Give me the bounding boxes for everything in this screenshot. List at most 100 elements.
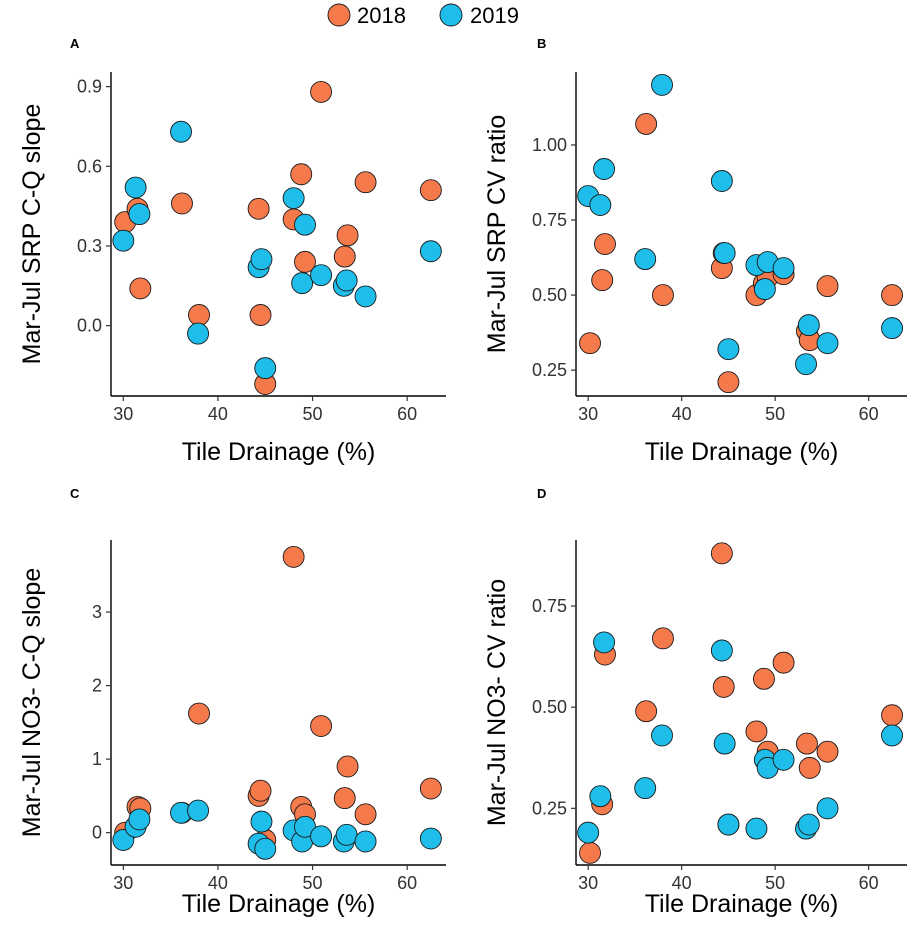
x-tick-label: 30 (113, 873, 133, 893)
data-point-2018 (652, 284, 674, 307)
data-point-2018 (310, 715, 333, 737)
data-point-2019 (335, 269, 358, 292)
data-point-2019 (112, 229, 135, 252)
x-tick-label: 50 (765, 873, 785, 893)
y-tick-label: 1 (92, 749, 102, 769)
data-point-2019 (577, 821, 600, 844)
data-point-2019 (294, 815, 316, 838)
x-tick-label: 60 (397, 873, 417, 893)
y-axis-title: Mar-Jul NO3- CV ratio (483, 579, 511, 826)
data-point-2018 (652, 627, 674, 650)
y-axis-title: Mar-Jul SRP CV ratio (483, 115, 511, 354)
panel-a: 30 40 50 60 0.0 0.3 0.6 0.9 Tile Drainage (%) Mar… (18, 36, 446, 466)
data-point-2019 (772, 257, 795, 280)
panel-letter: D (537, 486, 546, 501)
x-tick-label: 40 (208, 873, 228, 893)
y-tick-label: 0.50 (532, 285, 567, 305)
x-axis-title: Tile Drainage (%) (645, 890, 839, 918)
data-point-2019 (651, 724, 673, 747)
y-tick-label: 0.6 (77, 156, 102, 176)
panel-d: 30 40 50 60 0.25 0.50 0.75 Tile Drainage (%) Mar… (483, 486, 907, 918)
data-point-2019 (128, 808, 151, 831)
data-point-2019 (187, 799, 210, 822)
data-point-2018 (336, 755, 359, 778)
data-point-2018 (294, 250, 316, 273)
data-point-2018 (354, 803, 377, 826)
x-axis-title: Tile Drainage (%) (182, 438, 376, 466)
data-point-2019 (710, 170, 733, 192)
data-point-2018 (752, 667, 775, 690)
data-point-2019 (797, 813, 820, 836)
data-point-2018 (247, 197, 270, 220)
x-tick-label: 60 (859, 404, 879, 424)
x-tick-label: 30 (578, 404, 598, 424)
data-point-2018 (333, 245, 356, 268)
y-axis-title: Mar-Jul NO3- C-Q slope (18, 568, 46, 838)
data-point-2019 (710, 639, 733, 662)
data-point-2018 (712, 675, 735, 698)
data-point-2019 (250, 248, 273, 271)
data-point-2019 (713, 242, 736, 265)
data-point-2018 (635, 112, 658, 135)
data-point-2018 (419, 777, 442, 800)
data-point-2018 (591, 269, 614, 292)
data-point-2018 (881, 704, 903, 727)
data-point-2018 (188, 702, 210, 725)
data-point-2019 (651, 73, 673, 96)
x-axis-title: Tile Drainage (%) (182, 890, 376, 918)
y-tick-label: 0.75 (532, 210, 567, 230)
data-point-2018 (310, 80, 333, 103)
data-point-2019 (250, 810, 273, 833)
data-point-2018 (772, 651, 795, 674)
y-tick-label: 0.75 (532, 596, 567, 616)
x-axis-title: Tile Drainage (%) (645, 438, 839, 466)
data-point-2018 (798, 756, 821, 779)
x-tick-label: 60 (397, 404, 417, 424)
data-point-2018 (579, 841, 601, 864)
data-point-2019 (753, 278, 776, 301)
panel-letter: A (70, 36, 80, 51)
y-tick-label: 0.9 (77, 77, 102, 97)
x-tick-label: 30 (578, 873, 598, 893)
data-point-2018 (354, 171, 377, 194)
x-tick-label: 50 (765, 404, 785, 424)
data-point-2018 (419, 179, 442, 202)
data-point-2018 (249, 304, 272, 326)
data-point-2018 (333, 787, 356, 810)
x-tick-label: 50 (303, 873, 323, 893)
data-point-2019 (745, 817, 768, 840)
data-point-2019 (593, 158, 616, 180)
data-point-2019 (419, 827, 442, 850)
y-tick-label: 0.0 (77, 316, 102, 336)
data-point-2019 (816, 797, 839, 820)
data-point-2018 (579, 332, 601, 355)
data-point-2018 (171, 192, 193, 215)
x-tick-label: 60 (859, 873, 879, 893)
data-point-2019 (419, 240, 442, 263)
data-point-2019 (634, 777, 657, 800)
data-point-2018 (816, 740, 839, 763)
data-point-2019 (335, 823, 358, 846)
data-point-2018 (249, 779, 272, 802)
y-tick-label: 1.00 (532, 135, 567, 155)
data-point-2019 (881, 317, 903, 340)
y-tick-label: 2 (92, 676, 102, 696)
data-point-2018 (717, 371, 740, 394)
legend: 2018 2019 (327, 3, 519, 28)
y-tick-label: 0.25 (532, 798, 567, 818)
data-point-2019 (294, 213, 316, 236)
data-point-2018 (188, 304, 210, 326)
data-point-2019 (354, 285, 377, 308)
data-point-2018 (282, 545, 305, 568)
panel-letter: B (537, 36, 546, 51)
y-tick-label: 0.50 (532, 697, 567, 717)
data-point-2019 (170, 120, 192, 143)
data-point-2019 (282, 187, 305, 210)
data-point-2019 (881, 724, 903, 747)
panel-letter: C (70, 486, 80, 501)
y-tick-label: 3 (92, 602, 102, 622)
data-point-2019 (772, 748, 795, 771)
data-point-2018 (710, 542, 733, 565)
data-point-2018 (129, 277, 152, 300)
